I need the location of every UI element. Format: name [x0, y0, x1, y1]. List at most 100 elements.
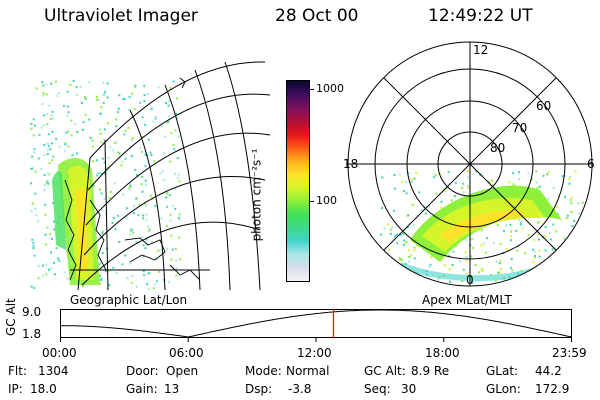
emission-pixel	[155, 118, 158, 121]
emission-pixel	[52, 202, 54, 205]
emission-pixel	[470, 255, 473, 258]
emission-pixel	[393, 209, 396, 212]
emission-pixel	[46, 226, 49, 229]
status-glon-label: GLon:	[486, 382, 521, 396]
emission-pixel	[402, 244, 405, 246]
emission-pixel	[163, 152, 166, 155]
emission-pixel	[172, 205, 175, 208]
emission-pixel	[175, 274, 178, 277]
emission-pixel	[138, 203, 141, 206]
emission-pixel	[51, 159, 54, 162]
emission-pixel	[120, 164, 123, 167]
emission-pixel	[568, 276, 571, 279]
emission-pixel	[88, 81, 91, 84]
emission-pixel	[100, 278, 103, 280]
emission-pixel	[38, 133, 41, 136]
emission-pixel	[140, 150, 143, 153]
emission-pixel	[396, 242, 399, 245]
emission-pixel	[166, 192, 169, 195]
emission-pixel	[494, 279, 497, 282]
emission-pixel	[142, 214, 145, 217]
emission-pixel	[34, 124, 36, 127]
emission-pixel	[452, 251, 455, 254]
emission-pixel	[424, 212, 427, 215]
emission-pixel	[128, 186, 131, 189]
emission-pixel	[393, 174, 396, 176]
emission-pixel	[380, 233, 382, 236]
emission-pixel	[520, 279, 523, 282]
emission-pixel	[462, 191, 465, 194]
emission-pixel	[407, 214, 410, 217]
emission-pixel	[158, 270, 161, 273]
emission-pixel	[103, 138, 106, 141]
emission-pixel	[551, 248, 554, 251]
emission-pixel	[127, 108, 130, 111]
emission-pixel	[57, 257, 60, 260]
emission-pixel	[407, 249, 410, 252]
emission-pixel	[134, 85, 137, 88]
emission-pixel	[109, 146, 112, 149]
emission-pixel	[444, 190, 447, 193]
emission-pixel	[518, 178, 521, 180]
emission-pixel	[151, 241, 153, 244]
emission-pixel	[76, 152, 78, 155]
emission-pixel	[41, 274, 44, 277]
emission-pixel	[98, 128, 101, 131]
emission-pixel	[402, 275, 405, 278]
emission-pixel	[522, 287, 524, 289]
emission-pixel	[498, 271, 501, 274]
emission-pixel	[95, 159, 98, 162]
emission-pixel	[100, 192, 103, 195]
emission-pixel	[393, 285, 396, 286]
emission-pixel	[135, 174, 138, 176]
timeline-xtick-2359: 23:59	[552, 346, 587, 360]
emission-pixel	[175, 259, 178, 262]
emission-pixel	[568, 265, 571, 268]
emission-pixel	[145, 213, 148, 216]
emission-pixel	[46, 153, 49, 155]
emission-pixel	[44, 243, 47, 246]
emission-pixel	[147, 225, 149, 228]
emission-pixel	[45, 263, 48, 266]
emission-pixel	[130, 229, 133, 232]
emission-pixel	[32, 151, 35, 154]
emission-pixel	[161, 170, 164, 173]
timeline-ytick-high: 9.0	[22, 305, 42, 319]
emission-pixel	[100, 106, 103, 109]
emission-pixel	[570, 210, 573, 213]
emission-pixel	[513, 279, 516, 282]
emission-pixel	[169, 87, 172, 90]
emission-pixel	[107, 122, 110, 125]
emission-pixel	[64, 142, 67, 145]
emission-pixel	[505, 284, 508, 286]
emission-pixel	[64, 143, 67, 146]
emission-pixel	[49, 118, 52, 120]
emission-pixel	[123, 133, 126, 136]
emission-pixel	[116, 214, 119, 217]
emission-pixel	[131, 137, 134, 140]
status-dsp-value: -3.8	[288, 382, 312, 396]
emission-pixel	[174, 207, 177, 210]
emission-pixel	[574, 170, 577, 173]
polar-plot: 12 18 6 0 60 70 80	[343, 41, 595, 289]
emission-pixel	[144, 247, 147, 250]
emission-pixel	[63, 104, 65, 107]
emission-pixel	[407, 256, 410, 258]
emission-pixel	[82, 285, 84, 288]
emission-pixel	[499, 242, 502, 245]
emission-pixel	[177, 173, 180, 176]
emission-pixel	[577, 212, 580, 215]
emission-pixel	[464, 238, 467, 241]
emission-pixel	[535, 284, 537, 286]
emission-pixel	[55, 137, 58, 140]
emission-pixel	[517, 245, 520, 248]
emission-pixel	[524, 252, 527, 255]
status-mode-label: Mode:	[245, 364, 282, 378]
emission-pixel	[106, 82, 109, 85]
emission-pixel	[56, 94, 59, 97]
emission-pixel	[157, 86, 160, 89]
emission-pixel	[546, 173, 549, 176]
emission-pixel	[426, 283, 429, 285]
emission-pixel	[147, 138, 150, 141]
emission-pixel	[88, 118, 91, 121]
